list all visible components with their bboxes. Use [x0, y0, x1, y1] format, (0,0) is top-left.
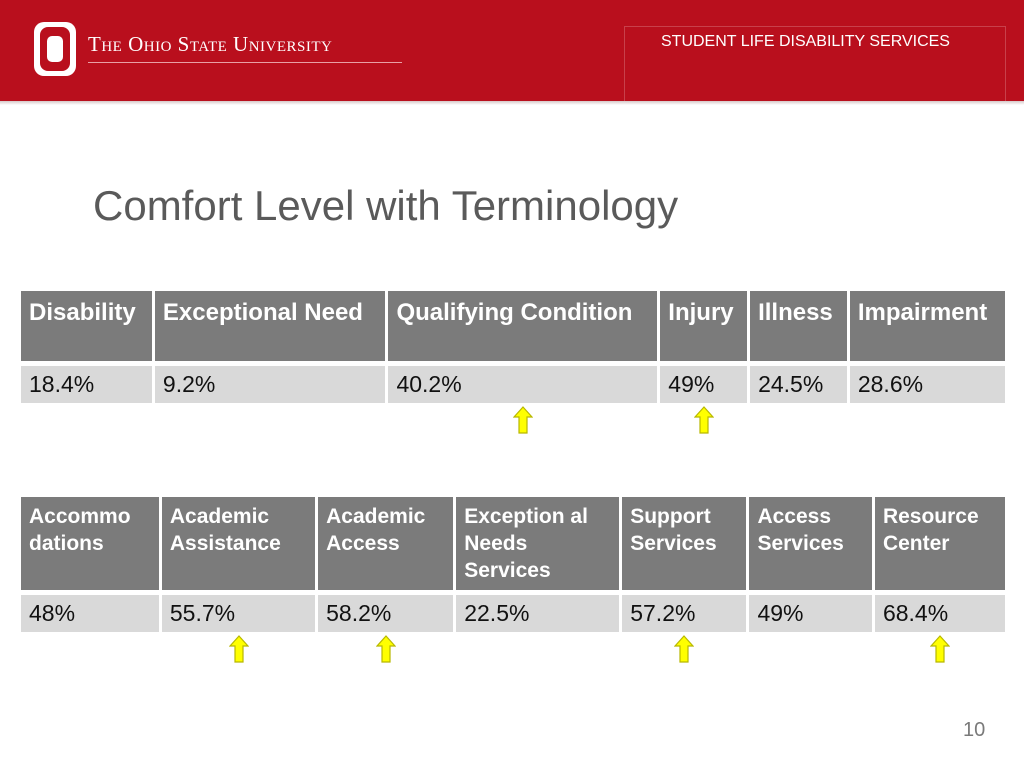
table-header-cell: Qualifying Condition — [388, 291, 658, 363]
department-box — [624, 26, 1006, 101]
table-header-row: Disability Exceptional Need Qualifying C… — [21, 291, 1005, 363]
table-header-cell: Exceptional Need — [154, 291, 386, 363]
table-header-row: Accommo dations Academic Assistance Acad… — [21, 497, 1005, 592]
table-value-cell: 55.7% — [161, 595, 316, 632]
table-header-cell: Academic Assistance — [161, 497, 316, 592]
table-value-row: 18.4% 9.2% 40.2% 49% 24.5% 28.6% — [21, 366, 1005, 403]
up-arrow-icon — [375, 635, 396, 663]
table-header-cell: Accommo dations — [21, 497, 159, 592]
table-value-cell: 18.4% — [21, 366, 152, 403]
table-value-cell: 9.2% — [154, 366, 386, 403]
ohio-state-logo-icon — [34, 22, 76, 76]
university-name-rule — [88, 62, 402, 63]
table-header-cell: Illness — [750, 291, 847, 363]
university-name: The Ohio State University — [88, 32, 333, 56]
up-arrow-icon — [512, 406, 533, 434]
terminology-table-1: Disability Exceptional Need Qualifying C… — [18, 288, 1008, 406]
page-number: 10 — [963, 719, 986, 741]
table-header-cell: Disability — [21, 291, 152, 363]
table-value-cell: 22.5% — [456, 595, 620, 632]
table-value-cell: 68.4% — [874, 595, 1005, 632]
table-value-cell: 57.2% — [622, 595, 747, 632]
table-header-cell: Exception al Needs Services — [456, 497, 620, 592]
table-value-cell: 58.2% — [318, 595, 454, 632]
table-header-cell: Support Services — [622, 497, 747, 592]
table-header-cell: Resource Center — [874, 497, 1005, 592]
up-arrow-icon — [228, 635, 249, 663]
header-shadow — [0, 101, 1024, 105]
table-value-cell: 48% — [21, 595, 159, 632]
terminology-table-2: Accommo dations Academic Assistance Acad… — [18, 494, 1008, 635]
up-arrow-icon — [674, 635, 695, 663]
table-header-cell: Injury — [660, 291, 748, 363]
up-arrow-icon — [693, 406, 714, 434]
table-value-cell: 40.2% — [388, 366, 658, 403]
table-value-cell: 49% — [660, 366, 748, 403]
table-header-cell: Academic Access — [318, 497, 454, 592]
table-value-cell: 28.6% — [849, 366, 1005, 403]
table-value-row: 48% 55.7% 58.2% 22.5% 57.2% 49% 68.4% — [21, 595, 1005, 632]
slide-title: Comfort Level with Terminology — [93, 182, 679, 229]
table-header-cell: Access Services — [749, 497, 872, 592]
table-header-cell: Impairment — [849, 291, 1005, 363]
department-name: STUDENT LIFE DISABILITY SERVICES — [661, 33, 950, 50]
up-arrow-icon — [929, 635, 950, 663]
table-value-cell: 49% — [749, 595, 872, 632]
table-value-cell: 24.5% — [750, 366, 847, 403]
header-bar: The Ohio State University STUDENT LIFE D… — [0, 0, 1024, 101]
